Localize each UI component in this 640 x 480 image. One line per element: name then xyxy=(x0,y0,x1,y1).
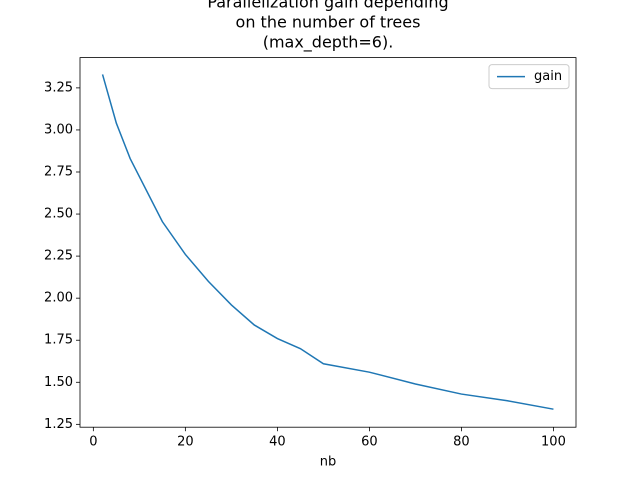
y-tick-label: 1.25 xyxy=(44,417,73,432)
y-tick-label: 1.75 xyxy=(44,333,73,348)
series-line xyxy=(101,74,554,410)
axes-frame xyxy=(79,57,577,428)
legend-label: gain xyxy=(534,69,562,84)
y-tick-label: 2.50 xyxy=(44,207,73,222)
legend-box xyxy=(488,64,570,90)
x-axis-label: nb xyxy=(320,455,337,470)
y-tick-label: 2.00 xyxy=(44,291,73,306)
x-tick-label: 40 xyxy=(269,435,286,450)
y-tick-label: 3.25 xyxy=(44,80,73,95)
x-tick-label: 80 xyxy=(453,435,470,450)
chart-title: on the number of trees xyxy=(236,13,421,32)
x-tick-label: 60 xyxy=(361,435,378,450)
x-tick-label: 100 xyxy=(541,435,566,450)
x-tick-label: 0 xyxy=(89,435,97,450)
chart-title: (max_depth=6). xyxy=(263,33,394,53)
x-tick-label: 20 xyxy=(177,435,194,450)
y-tick-label: 2.25 xyxy=(44,249,73,264)
y-tick-label: 3.00 xyxy=(44,122,73,137)
chart-title: Parallelization gain depending xyxy=(207,0,448,12)
y-tick-label: 2.75 xyxy=(44,164,73,179)
y-tick-label: 1.50 xyxy=(44,375,73,390)
